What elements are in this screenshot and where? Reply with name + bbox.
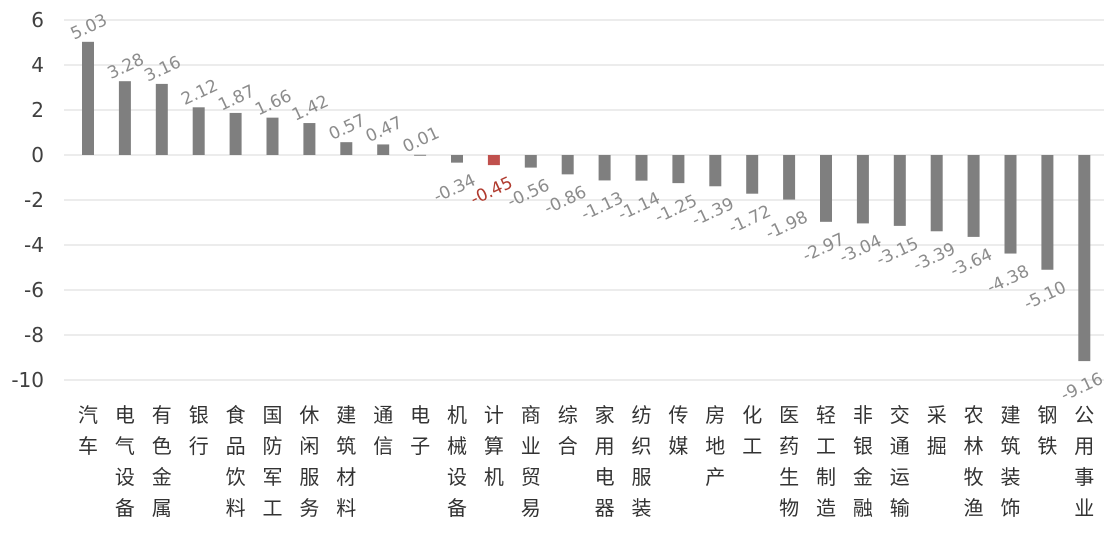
data-label: 1.42 — [289, 91, 332, 125]
category-label: 钢铁 — [1037, 403, 1057, 458]
data-label: 3.28 — [105, 50, 148, 84]
category-label: 轻工制造 — [816, 403, 836, 520]
category-label: 商业贸易 — [521, 403, 541, 520]
data-label: -5.10 — [1021, 278, 1069, 315]
bar — [783, 155, 796, 200]
bar — [598, 155, 611, 181]
category-label: 电气设备 — [115, 403, 135, 520]
bar — [893, 155, 906, 226]
category-label: 纺织服装 — [632, 403, 652, 520]
category-label: 国防军工 — [263, 403, 283, 520]
data-label: -9.16 — [1058, 369, 1106, 406]
category-label: 建筑材料 — [336, 403, 356, 520]
category-label: 医药生物 — [779, 403, 799, 520]
category-label: 计算机 — [484, 403, 504, 489]
category-label: 银行 — [189, 403, 209, 458]
category-label: 通信 — [373, 403, 393, 458]
data-label: 5.03 — [68, 10, 111, 44]
bar — [746, 155, 759, 194]
category-label: 交通运输 — [890, 403, 910, 520]
bar — [487, 155, 500, 166]
category-label: 有色金属 — [152, 403, 172, 520]
data-label: 0.47 — [363, 113, 406, 147]
data-label: 2.12 — [178, 76, 221, 110]
bar — [967, 155, 980, 237]
bar — [524, 155, 537, 168]
y-tick-label: 0 — [31, 143, 44, 167]
bar — [856, 155, 869, 224]
y-axis: 6 4 2 0 -2 -4 -6 -8 -10 — [11, 8, 44, 392]
bar — [82, 41, 94, 156]
y-tick-label: -4 — [24, 233, 44, 257]
category-label: 汽车 — [78, 403, 98, 458]
bar — [340, 142, 353, 155]
category-label: 综合 — [558, 403, 578, 458]
y-tick-label: 2 — [31, 98, 44, 122]
bar — [155, 83, 168, 155]
x-axis-categories: 汽车电气设备有色金属银行食品饮料国防军工休闲服务建筑材料通信电子机械设备计算机商… — [78, 403, 1094, 520]
y-tick-label: 4 — [31, 53, 44, 77]
category-label: 电子 — [410, 403, 430, 458]
bar — [377, 144, 390, 155]
bar — [635, 155, 648, 181]
bar — [820, 155, 832, 222]
y-tick-label: 6 — [31, 8, 44, 32]
bar — [1041, 155, 1054, 270]
category-label: 传媒 — [668, 403, 688, 458]
bar — [266, 117, 279, 155]
bar — [1004, 155, 1017, 254]
y-tick-label: -8 — [24, 323, 44, 347]
data-label: 3.16 — [141, 52, 184, 86]
category-label: 公用事业 — [1074, 403, 1094, 520]
category-label: 房地产 — [705, 403, 725, 489]
data-label: -4.38 — [984, 261, 1032, 298]
data-label: 0.57 — [326, 111, 369, 145]
bar — [451, 155, 463, 163]
category-label: 采掘 — [927, 403, 947, 458]
bar — [1078, 155, 1091, 362]
category-label: 非银金融 — [853, 403, 873, 520]
bar — [561, 155, 574, 175]
data-labels: 5.033.283.162.121.871.661.420.570.470.01… — [68, 10, 1107, 405]
y-tick-label: -6 — [24, 278, 44, 302]
category-label: 食品饮料 — [226, 403, 246, 520]
bar — [192, 107, 205, 155]
bars — [82, 41, 1091, 362]
data-label: 0.01 — [400, 123, 443, 157]
bar — [229, 112, 242, 155]
data-label: 1.66 — [252, 86, 295, 120]
category-label: 化工 — [742, 403, 762, 458]
y-tick-label: -2 — [24, 188, 44, 212]
category-label: 休闲服务 — [299, 403, 319, 520]
y-tick-label: -10 — [11, 368, 44, 392]
bar — [930, 155, 943, 232]
bar — [303, 123, 316, 155]
bar — [709, 155, 722, 187]
category-label: 机械设备 — [447, 403, 467, 520]
bar — [414, 154, 427, 156]
category-label: 建筑装饰 — [1001, 403, 1021, 520]
bar — [118, 81, 131, 155]
category-label: 家用电器 — [595, 403, 615, 520]
bar — [672, 155, 685, 184]
category-label: 农林牧渔 — [964, 403, 984, 520]
